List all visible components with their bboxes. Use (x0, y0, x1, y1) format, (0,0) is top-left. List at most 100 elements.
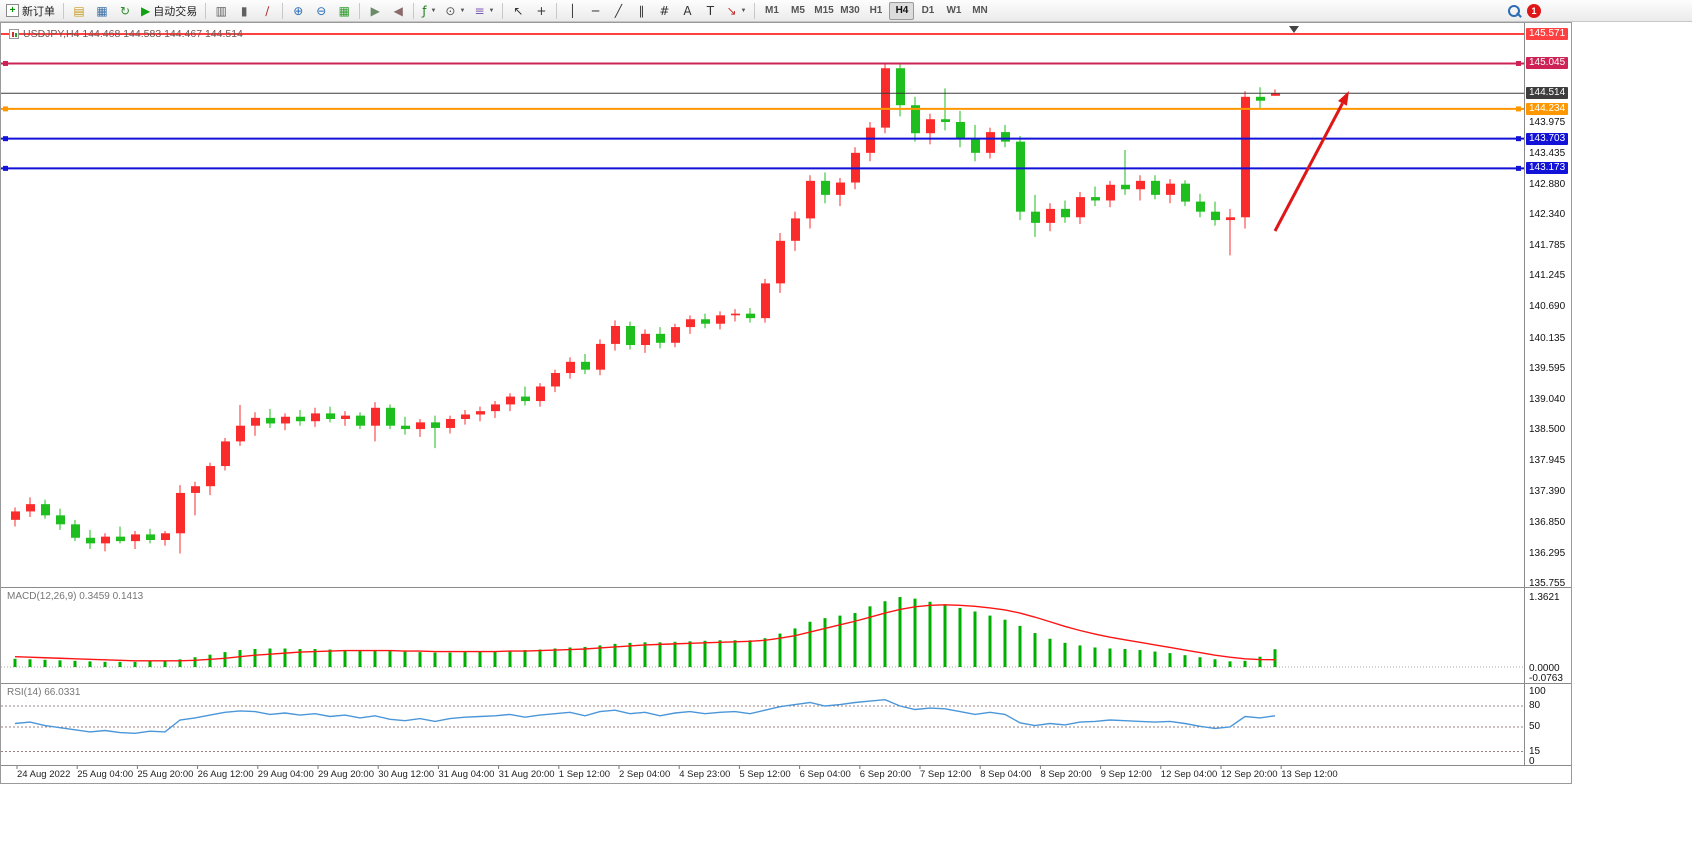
vertical-line-icon: │ (568, 3, 577, 18)
timeframe-w1[interactable]: W1 (946, 5, 962, 16)
chart-canvas[interactable] (1, 23, 1571, 783)
zoom-in-button[interactable]: ⊕ (287, 1, 309, 21)
auto-trading-button[interactable]: ▶ 自动交易 (137, 1, 201, 21)
print-button[interactable]: ▦ (91, 1, 113, 21)
charts-stack-button[interactable]: ▤ (68, 1, 90, 21)
timeframe-mn[interactable]: MN (972, 5, 988, 16)
candle (836, 178, 845, 207)
notification-badge[interactable]: 1 (1527, 4, 1541, 18)
candle (206, 462, 215, 496)
macd-indicator-label: MACD(12,26,9) 0.3459 0.1413 (7, 591, 144, 602)
candle (401, 416, 410, 435)
price-axis-label: 145.571 (1526, 28, 1569, 40)
candle (1136, 175, 1145, 201)
candle (161, 531, 170, 546)
candle (1241, 91, 1250, 229)
price-axis-label: 141.785 (1529, 240, 1566, 252)
refresh-button[interactable]: ↻ (114, 1, 136, 21)
search-icon[interactable] (1506, 3, 1522, 19)
level-line-144.234[interactable] (1, 106, 1524, 112)
time-axis-label: 1 Sep 12:00 (558, 769, 611, 780)
indicators-dropdown[interactable]: ƒ ▼ (418, 1, 440, 21)
candle (506, 393, 515, 412)
support-line-143.703[interactable] (1, 136, 1524, 142)
time-axis-label: 6 Sep 20:00 (859, 769, 912, 780)
price-axis-label: 138.500 (1529, 424, 1566, 436)
price-axis-border (1524, 23, 1525, 765)
trendline-button[interactable]: ╱ (607, 1, 629, 21)
candle (446, 415, 455, 434)
candlestick-icon: ▮ (240, 3, 248, 18)
arrows-dropdown[interactable]: ↘ ▼ (722, 1, 750, 21)
time-axis-label: 12 Sep 04:00 (1160, 769, 1218, 780)
fibonacci-button[interactable]: # (653, 1, 675, 21)
periods-dropdown[interactable]: ⊙ ▼ (441, 1, 469, 21)
new-order-icon: + (6, 4, 19, 17)
tile-windows-button[interactable]: ▦ (333, 1, 355, 21)
price-axis-label: 135.755 (1529, 577, 1566, 589)
candle (431, 415, 440, 449)
arrow-icon: ↘ (726, 3, 737, 18)
bar-chart-button[interactable]: ▥ (210, 1, 232, 21)
pane-separator-time-axis (1, 765, 1571, 766)
chart-shift-button[interactable]: ◀ (387, 1, 409, 21)
pane-separator-rsi[interactable] (1, 683, 1571, 684)
timeframe-h1[interactable]: H1 (869, 5, 883, 16)
timeframe-m30[interactable]: M30 (840, 5, 860, 16)
cursor-button[interactable]: ↖ (507, 1, 529, 21)
price-axis-label: 136.295 (1529, 547, 1566, 559)
horizontal-line-button[interactable]: ─ (584, 1, 606, 21)
toolbar-separator (205, 2, 207, 19)
pane-separator-macd[interactable] (1, 587, 1571, 588)
text-button[interactable]: A (676, 1, 698, 21)
candle (191, 481, 200, 516)
candle (266, 408, 275, 428)
candle (926, 113, 935, 145)
time-axis-label: 13 Sep 12:00 (1281, 769, 1338, 780)
support-line-143.173[interactable] (1, 165, 1524, 171)
equidistant-channel-button[interactable]: ∥ (630, 1, 652, 21)
timeframe-d1[interactable]: D1 (921, 5, 935, 16)
label-button[interactable]: T (699, 1, 721, 21)
timeframe-m5[interactable]: M5 (791, 5, 805, 16)
candle (1256, 87, 1265, 109)
price-axis-label: 137.390 (1529, 486, 1566, 498)
auto-scroll-button[interactable]: ▶ (364, 1, 386, 21)
candle (1211, 201, 1220, 226)
time-axis-label: 9 Sep 12:00 (1100, 769, 1152, 780)
trend-arrow-annotation[interactable] (1273, 91, 1349, 232)
price-axis-label: 142.340 (1529, 209, 1566, 221)
candle (371, 402, 380, 442)
candle (326, 406, 335, 423)
line-handle (3, 136, 8, 142)
candle (656, 327, 665, 349)
line-chart-button[interactable]: ∕ (256, 1, 278, 21)
timeframe-m15[interactable]: M15 (814, 5, 834, 16)
zoom-out-icon: ⊖ (316, 3, 327, 18)
price-axis-label: 136.850 (1529, 516, 1566, 528)
candle (1181, 180, 1190, 207)
candle (386, 404, 395, 430)
candle (641, 329, 650, 353)
timeframe-h4[interactable]: H4 (889, 1, 915, 20)
timeframe-m1[interactable]: M1 (765, 5, 779, 16)
rsi-axis-label: 0 (1529, 756, 1535, 767)
rsi-axis-label: 100 (1529, 686, 1546, 697)
candlestick-chart-button[interactable]: ▮ (233, 1, 255, 21)
line-handle (3, 165, 8, 171)
toolbar-separator (556, 2, 558, 19)
chart-window[interactable]: USDJPY,H4 144.468 144.583 144.467 144.51… (0, 22, 1572, 784)
resistance-line-145.045[interactable] (1, 60, 1524, 66)
crosshair-button[interactable]: + (530, 1, 552, 21)
templates-dropdown[interactable]: ≡ ▼ (470, 1, 498, 21)
print-icon: ▦ (96, 3, 108, 18)
line-handle (3, 60, 8, 66)
crosshair-icon: + (536, 3, 547, 18)
macd-axis-label: 0.0000 (1529, 663, 1560, 674)
clock-icon: ⊙ (445, 3, 456, 18)
zoom-out-button[interactable]: ⊖ (310, 1, 332, 21)
new-order-button[interactable]: + 新订单 (2, 1, 59, 21)
price-axis-label: 145.045 (1526, 57, 1569, 70)
vertical-line-button[interactable]: │ (561, 1, 583, 21)
candle (1271, 89, 1280, 96)
